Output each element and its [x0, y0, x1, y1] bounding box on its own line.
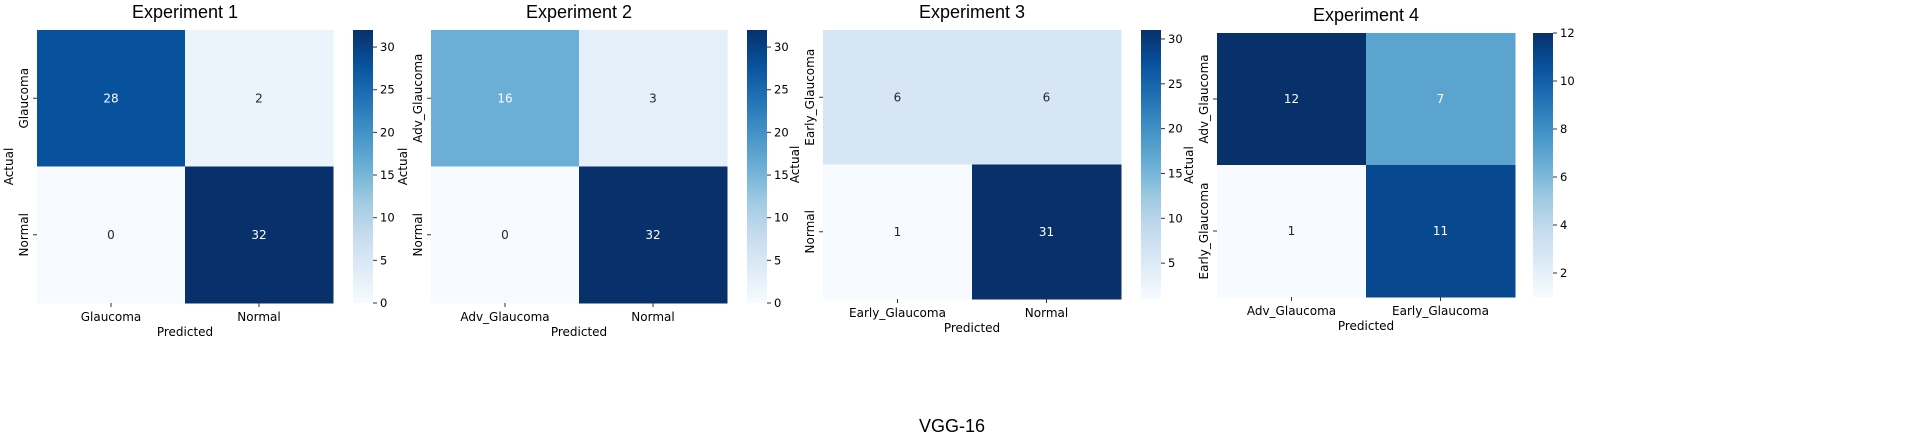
colorbar-tick-label: 30: [1168, 32, 1183, 46]
colorbar-tick-label: 10: [1168, 211, 1183, 225]
y-tick-label: Early_Glaucoma: [1197, 183, 1211, 280]
colorbar-tick-label: 4: [1560, 218, 1567, 232]
colorbar-tick-label: 25: [1168, 77, 1183, 91]
heatmap-cell: [431, 30, 580, 167]
x-tick-label: Early_Glaucoma: [1392, 304, 1489, 318]
x-tick-label: Normal: [237, 310, 280, 324]
heatmap-cell: [37, 30, 186, 167]
colorbar-tick-label: 10: [774, 211, 789, 225]
y-axis-label: Actual: [1182, 146, 1196, 184]
colorbar-tick-label: 30: [774, 40, 789, 54]
colorbar-tick-label: 12: [1560, 26, 1575, 40]
colorbar: [353, 30, 373, 303]
colorbar-tick-label: 20: [1168, 122, 1183, 136]
y-axis-label: Actual: [788, 146, 802, 184]
heatmap-cell: [1217, 33, 1367, 166]
colorbar-tick-label: 10: [1560, 74, 1575, 88]
panel-title: Experiment 3: [919, 2, 1025, 22]
heatmap-cell: [185, 166, 334, 304]
heatmap-cell: [823, 164, 973, 300]
colorbar-tick-label: 15: [380, 168, 395, 182]
colorbar: [1533, 33, 1553, 297]
cell-value-label: 11: [1433, 224, 1448, 238]
y-tick-label: Normal: [17, 213, 31, 256]
colorbar-tick-label: 8: [1560, 122, 1567, 136]
heatmap-cell: [972, 30, 1122, 165]
colorbar-tick-label: 15: [1168, 166, 1183, 180]
heatmap-cell: [579, 30, 728, 167]
heatmap-panel-3: Experiment 3 6 6 1 31 Early_Glaucoma Normal Ear…: [788, 2, 1183, 335]
cell-value-label: 0: [501, 228, 509, 242]
heatmap-cell: [431, 166, 580, 304]
x-tick-label: Early_Glaucoma: [849, 306, 946, 320]
y-tick-label: Normal: [411, 213, 425, 256]
y-tick-label: Normal: [803, 210, 817, 253]
cell-value-label: 1: [894, 225, 902, 239]
colorbar-tick-label: 2: [1560, 266, 1567, 280]
y-tick-label: Glaucoma: [17, 68, 31, 129]
colorbar-tick-label: 10: [380, 211, 395, 225]
cell-value-label: 0: [107, 228, 115, 242]
cell-value-label: 2: [255, 91, 263, 105]
y-tick-label: Adv_Glaucoma: [1197, 54, 1211, 143]
y-tick-label: Adv_Glaucoma: [411, 54, 425, 143]
cell-value-label: 28: [103, 91, 118, 105]
heatmap-cell: [1217, 165, 1367, 298]
cell-value-label: 3: [649, 91, 657, 105]
heatmap-cell: [37, 166, 186, 304]
cell-value-label: 12: [1284, 92, 1299, 106]
colorbar-tick-label: 0: [380, 296, 387, 310]
heatmap-cell: [823, 30, 973, 165]
panel-title: Experiment 1: [132, 2, 238, 22]
colorbar-tick-label: 25: [380, 83, 395, 97]
x-axis-label: Predicted: [157, 325, 213, 339]
colorbar-tick-label: 25: [774, 83, 789, 97]
y-axis-label: Actual: [396, 148, 410, 186]
colorbar-tick-label: 0: [774, 296, 781, 310]
x-axis-label: Predicted: [1338, 319, 1394, 333]
x-axis-label: Predicted: [944, 321, 1000, 335]
heatmap-cell: [579, 166, 728, 304]
cell-value-label: 1: [1288, 224, 1296, 238]
colorbar-tick-label: 20: [380, 125, 395, 139]
cell-value-label: 32: [645, 228, 660, 242]
x-tick-label: Adv_Glaucoma: [460, 310, 549, 324]
colorbar-tick-label: 20: [774, 125, 789, 139]
x-tick-label: Adv_Glaucoma: [1247, 304, 1336, 318]
y-axis-label: Actual: [2, 148, 16, 186]
colorbar-tick-label: 5: [380, 253, 387, 267]
heatmap-cell: [185, 30, 334, 167]
heatmap-cell: [1366, 165, 1516, 298]
colorbar-tick-label: 15: [774, 168, 789, 182]
heatmap-cell: [972, 164, 1122, 300]
cell-value-label: 7: [1437, 92, 1445, 106]
colorbar-tick-label: 5: [1168, 256, 1175, 270]
cell-value-label: 6: [894, 90, 902, 104]
cell-value-label: 16: [497, 91, 512, 105]
colorbar: [747, 30, 767, 303]
colorbar: [1141, 30, 1161, 299]
x-tick-label: Glaucoma: [81, 310, 142, 324]
colorbar-tick-label: 30: [380, 40, 395, 54]
x-tick-label: Normal: [631, 310, 674, 324]
panel-title: Experiment 2: [526, 2, 632, 22]
colorbar-tick-label: 6: [1560, 170, 1567, 184]
x-tick-label: Normal: [1025, 306, 1068, 320]
colorbar-tick-label: 5: [774, 253, 781, 267]
panel-title: Experiment 4: [1313, 5, 1419, 25]
y-tick-label: Early_Glaucoma: [803, 49, 817, 146]
heatmap-cell: [1366, 33, 1516, 166]
cell-value-label: 31: [1039, 225, 1054, 239]
cell-value-label: 32: [251, 228, 266, 242]
figure-caption: VGG-16: [919, 416, 985, 436]
x-axis-label: Predicted: [551, 325, 607, 339]
cell-value-label: 6: [1043, 90, 1051, 104]
